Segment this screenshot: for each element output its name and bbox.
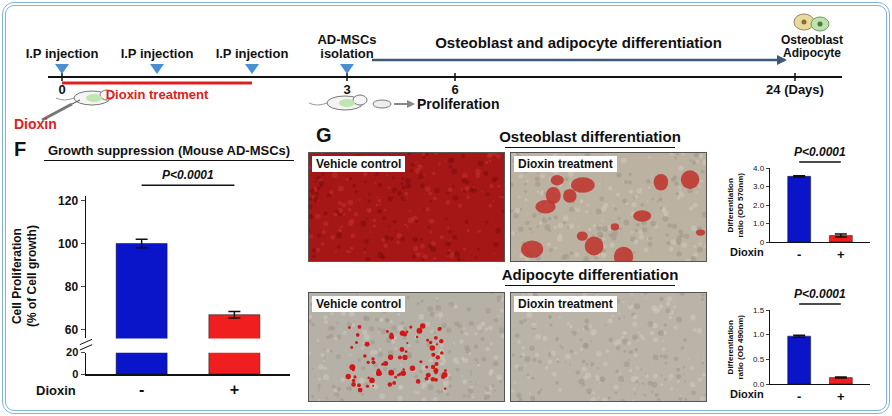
html-text:I.P injection: I.P injection — [215, 46, 289, 61]
svg-text:+: + — [230, 381, 239, 398]
svg-text:80: 80 — [65, 280, 79, 294]
svg-text:-: - — [797, 247, 801, 262]
svg-text:P<0.0001: P<0.0001 — [794, 145, 846, 159]
svg-text:3.0: 3.0 — [753, 182, 765, 191]
html-text:Dioxin treatment: Dioxin treatment — [518, 297, 613, 311]
svg-text:Differentiationratio (OD 570nm: Differentiationratio (OD 570nm) — [726, 173, 745, 238]
svg-text:4.0: 4.0 — [753, 164, 765, 173]
svg-text:+: + — [837, 389, 845, 404]
svg-text:Dioxin: Dioxin — [730, 246, 764, 258]
svg-text:0: 0 — [72, 368, 78, 380]
html-text:I.P injection: I.P injection — [120, 46, 194, 61]
html-text:Dioxin treatment: Dioxin treatment — [518, 157, 613, 171]
html-text:Osteoblast differentiation: Osteoblast differentiation — [499, 128, 681, 145]
html-text:Dioxin: Dioxin — [14, 116, 57, 132]
svg-text:1.0: 1.0 — [753, 330, 765, 339]
html-text:3: 3 — [343, 82, 351, 97]
html-text:Vehicle control: Vehicle control — [316, 297, 402, 311]
svg-text:Cell Proliferation(% of Cell g: Cell Proliferation(% of Cell growth) — [10, 225, 40, 327]
svg-text:+: + — [837, 247, 845, 262]
html-text:G: G — [316, 124, 332, 146]
html-text:Proliferation: Proliferation — [417, 96, 500, 112]
svg-text:0: 0 — [760, 238, 765, 247]
svg-text:100: 100 — [58, 237, 78, 251]
html-text:F: F — [14, 138, 27, 160]
svg-text:Dioxin: Dioxin — [730, 388, 764, 400]
html-text:I.P injection: I.P injection — [25, 46, 99, 61]
html-text:0: 0 — [58, 82, 66, 97]
html-text:Adipocyte differentiation: Adipocyte differentiation — [501, 266, 679, 283]
html-text:Osteoblast Adipocyte: Osteoblast Adipocyte — [781, 33, 843, 60]
html-text:6: 6 — [451, 82, 459, 97]
svg-text:60: 60 — [65, 323, 79, 337]
html-text:Vehicle control: Vehicle control — [316, 157, 402, 171]
svg-text:120: 120 — [58, 194, 78, 208]
svg-text:20: 20 — [66, 346, 78, 358]
html-text:Osteoblast and adipocyte diffe: Osteoblast and adipocyte differentiation — [435, 34, 722, 51]
svg-text:Dioxin: Dioxin — [36, 383, 76, 398]
html-text:24 (Days): 24 (Days) — [766, 82, 824, 97]
svg-text:0.5: 0.5 — [753, 355, 765, 364]
svg-text:-: - — [797, 389, 801, 404]
svg-text:Differentiationratio (OD 490nm: Differentiationratio (OD 490nm) — [726, 315, 745, 380]
svg-text:-: - — [139, 381, 144, 398]
svg-text:P<0.0001: P<0.0001 — [794, 287, 846, 301]
html-text:AD-MSCs isolation: AD-MSCs isolation — [317, 32, 377, 61]
html-text:Growth suppression (Mouse AD-M: Growth suppression (Mouse AD-MSCs) — [47, 143, 291, 158]
svg-text:2.0: 2.0 — [753, 201, 765, 210]
svg-text:P<0.0001: P<0.0001 — [162, 168, 214, 182]
html-text:Dioxin treatment: Dioxin treatment — [105, 87, 209, 102]
svg-text:0.0: 0.0 — [753, 380, 765, 389]
svg-text:1.5: 1.5 — [753, 306, 765, 315]
svg-text:1.0: 1.0 — [753, 219, 765, 228]
